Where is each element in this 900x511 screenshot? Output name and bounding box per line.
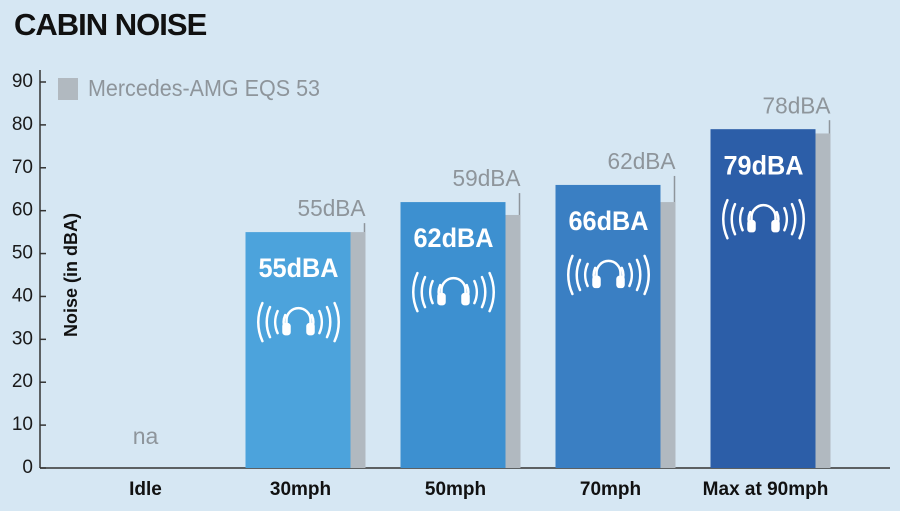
headband	[595, 259, 622, 283]
y-tick-label: 60	[12, 200, 33, 221]
bar-comparison	[815, 133, 831, 468]
comparison-value-label: 55dBA	[298, 195, 367, 221]
comparison-value-label: 59dBA	[453, 165, 522, 191]
x-tick-label: 30mph	[270, 479, 331, 500]
chart-title: CABIN NOISE	[14, 7, 207, 42]
y-tick-label: 20	[12, 371, 33, 392]
sound-arc	[738, 206, 789, 232]
bar-value-label: 66dBA	[569, 206, 649, 236]
bar	[400, 202, 506, 469]
sound-arc	[730, 202, 797, 236]
earcup	[747, 219, 756, 233]
y-tick-label: 10	[12, 414, 33, 435]
legend-label: Mercedes-AMG EQS 53	[88, 75, 320, 101]
headphone-icon	[257, 301, 340, 343]
sound-arc	[575, 258, 642, 292]
earcup	[616, 275, 625, 289]
y-tick-label: 80	[12, 114, 33, 135]
headphone-icon	[567, 254, 650, 296]
headphone-icon	[412, 271, 495, 313]
sound-arc	[722, 198, 805, 240]
x-tick-label: 50mph	[425, 479, 486, 500]
x-tick-label: 70mph	[580, 479, 641, 500]
earcup	[461, 292, 470, 306]
sound-arc	[420, 275, 487, 309]
y-tick-label: 40	[12, 285, 33, 306]
earcup	[771, 219, 780, 233]
y-tick-label: 70	[12, 157, 33, 178]
sound-arc	[567, 254, 650, 296]
bar-comparison	[505, 214, 521, 468]
comparison-value-label: 62dBA	[608, 148, 677, 174]
earcup	[282, 322, 291, 336]
y-tick-label: 30	[12, 328, 33, 349]
legend-swatch	[58, 78, 78, 100]
y-tick-label: 0	[22, 457, 33, 478]
y-tick-label: 50	[12, 243, 33, 264]
bar	[710, 129, 816, 468]
headphone-icon	[722, 198, 805, 240]
sound-arc	[257, 301, 340, 343]
x-tick-label: Max at 90mph	[703, 479, 829, 500]
bar	[555, 184, 661, 468]
bar-comparison	[350, 232, 366, 468]
headband	[750, 203, 777, 227]
bar-value-label: 55dBA	[259, 253, 339, 283]
earcup	[437, 292, 446, 306]
comparison-value-label: 78dBA	[763, 92, 832, 118]
earcup	[592, 275, 601, 289]
y-tick-label: 90	[12, 71, 33, 92]
sound-arc	[273, 309, 324, 335]
sound-arc	[265, 305, 332, 339]
comparison-value-label: na	[133, 423, 159, 449]
sound-arc	[583, 262, 634, 288]
bar	[245, 232, 351, 468]
x-tick-label: Idle	[129, 479, 162, 500]
bar-value-label: 62dBA	[414, 223, 494, 253]
y-axis-label: Noise (in dBA)	[61, 213, 81, 337]
sound-arc	[428, 279, 479, 305]
bar-comparison	[660, 202, 676, 469]
earcup	[306, 322, 315, 336]
bar-value-label: 79dBA	[724, 150, 804, 180]
headband	[285, 306, 312, 330]
sound-arc	[412, 271, 495, 313]
headband	[440, 276, 467, 300]
